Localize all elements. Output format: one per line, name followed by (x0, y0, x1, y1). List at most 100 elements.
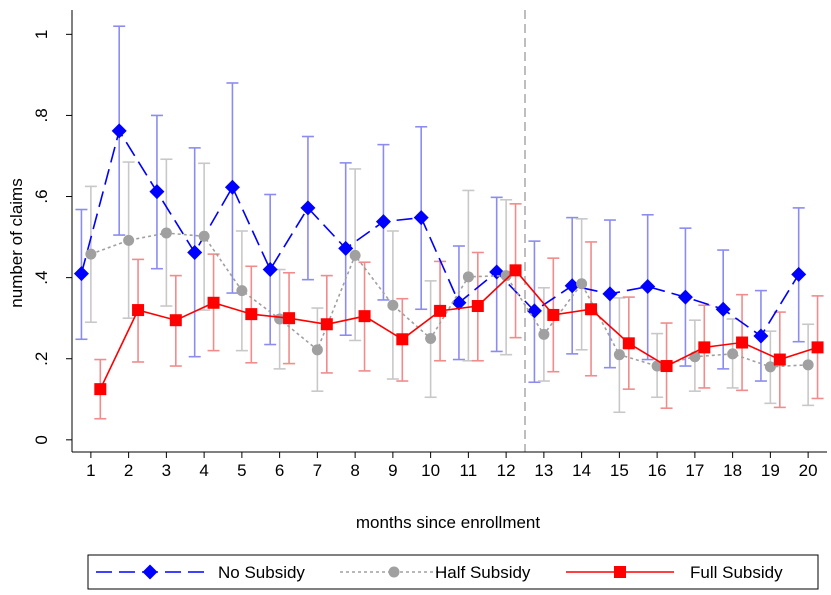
full-subsidy-point (434, 304, 447, 317)
half-subsidy-point (198, 230, 210, 242)
no-subsidy-point (791, 266, 807, 282)
half-subsidy-point (500, 270, 512, 282)
legend-item-full-subsidy: Full Subsidy (566, 563, 783, 582)
axes-layer: 0.2.4.6.811 2 3 4 5 6 7 8 9 10 11 12 13 14 15 16 17 18 19 2… (32, 10, 827, 480)
full-subsidy-point (622, 337, 635, 350)
x-tick-label: 9 (388, 461, 397, 480)
x-tick-label: 12 (497, 461, 516, 480)
legend-label-full-subsidy: Full Subsidy (690, 563, 783, 582)
x-tick-label: 3 (162, 461, 171, 480)
no-subsidy-point (677, 289, 693, 305)
full-subsidy-point (94, 383, 107, 396)
no-subsidy-point (187, 244, 203, 260)
full-subsidy-point (773, 353, 786, 366)
no-subsidy-point (300, 200, 316, 216)
legend-item-no-subsidy: No Subsidy (96, 563, 305, 582)
half-subsidy-point (387, 299, 399, 311)
full-subsidy-point (547, 308, 560, 321)
full-subsidy-point (736, 336, 749, 349)
no-subsidy-point (111, 123, 127, 139)
full-subsidy-point (320, 318, 333, 331)
full-subsidy-point (396, 333, 409, 346)
legend-label-half-subsidy: Half Subsidy (435, 563, 531, 582)
y-tick-label: .2 (32, 352, 51, 366)
x-axis-title: months since enrollment (356, 513, 541, 532)
no-subsidy-point (413, 210, 429, 226)
half-subsidy-point (160, 227, 172, 239)
no-subsidy-point (73, 266, 89, 282)
no-subsidy-line (80, 128, 800, 338)
x-tick-label: 15 (610, 461, 629, 480)
full-subsidy-point (358, 310, 371, 323)
errorbar-layer (75, 25, 824, 420)
no-subsidy-point (564, 278, 580, 294)
full-subsidy-point (283, 312, 296, 325)
no-subsidy-point (149, 184, 165, 200)
half-subsidy-point (349, 249, 361, 261)
y-tick-label: 0 (32, 435, 51, 444)
no-subsidy-point (338, 240, 354, 256)
no-subsidy-point (602, 286, 618, 302)
half-subsidy-line (90, 232, 809, 368)
x-tick-label: 10 (421, 461, 440, 480)
full-subsidy-line (99, 269, 818, 390)
full-subsidy-point (471, 300, 484, 313)
half-subsidy-series (85, 227, 814, 373)
x-tick-label: 20 (799, 461, 818, 480)
no-subsidy-point (640, 279, 656, 295)
full-subsidy-series (94, 264, 824, 396)
half-subsidy-point (123, 234, 135, 246)
half-subsidy-point (85, 248, 97, 260)
x-tick-label: 14 (572, 461, 591, 480)
half-subsidy-point (425, 332, 437, 344)
half-subsidy-point (727, 348, 739, 360)
x-tick-label: 2 (124, 461, 133, 480)
full-subsidy-point (169, 314, 182, 327)
x-tick-label: 4 (199, 461, 208, 480)
x-tick-label: 18 (723, 461, 742, 480)
x-tick-label: 17 (685, 461, 704, 480)
y-axis-title: number of claims (7, 178, 26, 307)
half-subsidy-point (651, 360, 663, 372)
legend: No Subsidy Half Subsidy Full Subsidy (87, 554, 819, 590)
full-subsidy-point (698, 341, 711, 354)
half-subsidy-point (462, 271, 474, 283)
y-tick-label: 1 (32, 30, 51, 39)
x-tick-label: 5 (237, 461, 246, 480)
y-tick-label: .4 (32, 271, 51, 285)
y-tick-label: .6 (32, 189, 51, 203)
x-tick-label: 13 (534, 461, 553, 480)
x-tick-label: 1 (86, 461, 95, 480)
half-subsidy-point (236, 285, 248, 297)
no-subsidy-point (753, 328, 769, 344)
legend-marker-no-subsidy (142, 564, 158, 580)
x-tick-label: 11 (460, 461, 478, 480)
half-subsidy-point (764, 361, 776, 373)
full-subsidy-point (207, 296, 220, 309)
full-subsidy-point (509, 264, 522, 277)
half-subsidy-point (538, 328, 550, 340)
full-subsidy-point (245, 308, 258, 321)
no-subsidy-point (224, 179, 240, 195)
half-subsidy-point (802, 359, 814, 371)
x-tick-label: 7 (313, 461, 322, 480)
x-tick-label: 8 (350, 461, 359, 480)
series-layer (73, 123, 824, 396)
legend-marker-full-subsidy (614, 566, 626, 578)
legend-marker-half-subsidy (388, 566, 400, 578)
y-tick-label: .8 (32, 108, 51, 122)
x-tick-label: 6 (275, 461, 284, 480)
full-subsidy-point (811, 341, 824, 354)
half-subsidy-point (311, 344, 323, 356)
full-subsidy-point (660, 360, 673, 373)
x-tick-label: 16 (648, 461, 667, 480)
half-subsidy-point (613, 349, 625, 361)
no-subsidy-point (262, 262, 278, 278)
x-tick-label: 19 (761, 461, 780, 480)
legend-label-no-subsidy: No Subsidy (218, 563, 305, 582)
legend-box (87, 554, 819, 590)
legend-item-half-subsidy: Half Subsidy (340, 563, 531, 582)
full-subsidy-point (132, 304, 145, 317)
